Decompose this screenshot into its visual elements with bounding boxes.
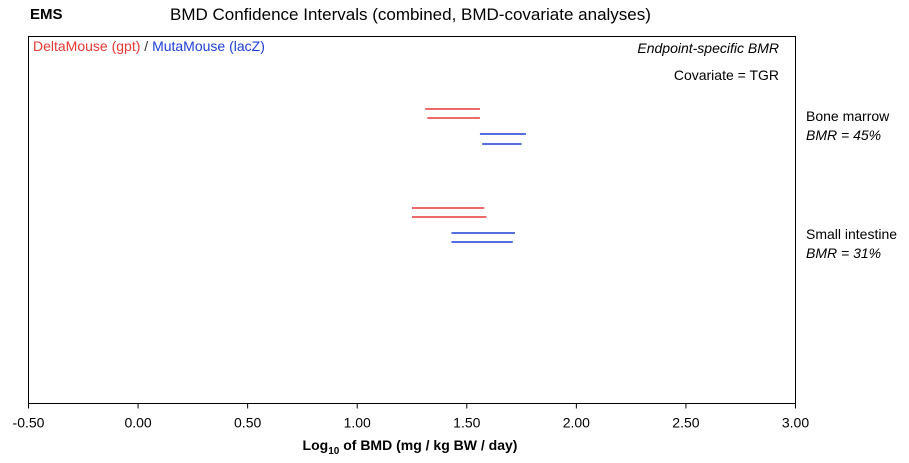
x-tick-label: 3.00	[782, 415, 809, 431]
x-tick-label: 0.50	[234, 415, 261, 431]
group-name: Small intestine	[806, 226, 898, 242]
legend-item-deltamouse: DeltaMouse (gpt)	[33, 38, 141, 54]
group-bmr: BMR = 45%	[806, 127, 882, 143]
x-tick-label: 1.00	[344, 415, 371, 431]
group-label-bone-marrow: Bone marrow BMR = 45%	[806, 107, 889, 145]
x-axis-label-suffix: of BMD (mg / kg BW / day)	[339, 437, 518, 453]
legend: DeltaMouse (gpt) / MutaMouse (lacZ)	[33, 38, 265, 54]
group-label-small-intestine: Small intestine BMR = 31%	[806, 225, 897, 263]
legend-item-mutamouse: MutaMouse (lacZ)	[152, 38, 265, 54]
x-axis-ticks: -0.50 0.00 0.50 1.00 1.50 2.00 2.50 3.00	[13, 403, 809, 431]
x-tick-label: -0.50	[13, 415, 45, 431]
group-name: Bone marrow	[806, 108, 890, 124]
interval-marks	[412, 108, 526, 243]
group-bmr: BMR = 31%	[806, 245, 882, 261]
legend-separator: /	[140, 38, 153, 54]
x-axis-label-sub: 10	[328, 445, 340, 457]
chart-title: BMD Confidence Intervals (combined, BMD-…	[170, 5, 651, 24]
panel-label: EMS	[30, 6, 63, 23]
covariate-note: Covariate = TGR	[673, 67, 779, 83]
x-axis-label: Log10 of BMD (mg / kg BW / day)	[0, 437, 820, 457]
x-axis-label-prefix: Log	[302, 437, 329, 453]
x-tick-label: 0.00	[124, 415, 151, 431]
x-tick-label: 2.00	[563, 415, 590, 431]
plot-frame	[28, 36, 796, 404]
x-tick-label: 1.50	[453, 415, 480, 431]
x-tick-label: 2.50	[672, 415, 699, 431]
bmr-note: Endpoint-specific BMR	[637, 40, 779, 56]
